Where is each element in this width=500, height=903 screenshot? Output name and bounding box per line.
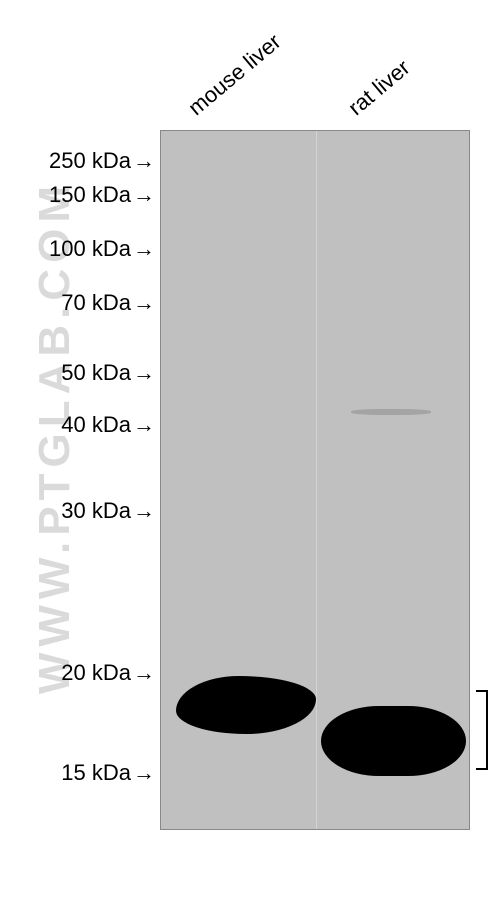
western-blot-figure: WWW.PTGLAB.COM mouse liver rat liver 250… <box>0 0 500 903</box>
faint-band-rat-liver-40kda <box>351 409 431 415</box>
mw-marker-label: 20 kDa <box>61 660 131 685</box>
arrow-icon: → <box>133 290 155 316</box>
arrow-icon: → <box>133 760 155 786</box>
arrow-icon: → <box>133 236 155 262</box>
band-mouse-liver <box>176 676 316 734</box>
mw-marker-label: 50 kDa <box>61 360 131 385</box>
mw-marker-30: 30 kDa→ <box>20 498 155 524</box>
mw-marker-70: 70 kDa→ <box>20 290 155 316</box>
mw-marker-50: 50 kDa→ <box>20 360 155 386</box>
lane-label-rat-liver: rat liver <box>343 55 415 121</box>
arrow-icon: → <box>133 412 155 438</box>
mw-marker-label: 150 kDa <box>49 182 131 207</box>
mw-marker-20: 20 kDa→ <box>20 660 155 686</box>
arrow-icon: → <box>133 660 155 686</box>
lane-labels-group: mouse liver rat liver <box>0 0 500 130</box>
mw-marker-250: 250 kDa→ <box>20 148 155 174</box>
arrow-icon: → <box>133 498 155 524</box>
lane-label-mouse-liver: mouse liver <box>183 29 286 121</box>
mw-marker-label: 30 kDa <box>61 498 131 523</box>
mw-marker-150: 150 kDa→ <box>20 182 155 208</box>
arrow-icon: → <box>133 148 155 174</box>
band-rat-liver <box>321 706 466 776</box>
mw-marker-label: 100 kDa <box>49 236 131 261</box>
arrow-icon: → <box>133 360 155 386</box>
mw-marker-15: 15 kDa→ <box>20 760 155 786</box>
lane-divider <box>316 131 317 829</box>
blot-membrane <box>160 130 470 830</box>
mw-marker-label: 15 kDa <box>61 760 131 785</box>
band-bracket-icon <box>476 690 488 770</box>
mw-marker-100: 100 kDa→ <box>20 236 155 262</box>
mw-marker-label: 250 kDa <box>49 148 131 173</box>
arrow-icon: → <box>133 182 155 208</box>
mw-marker-label: 70 kDa <box>61 290 131 315</box>
mw-marker-label: 40 kDa <box>61 412 131 437</box>
mw-marker-40: 40 kDa→ <box>20 412 155 438</box>
